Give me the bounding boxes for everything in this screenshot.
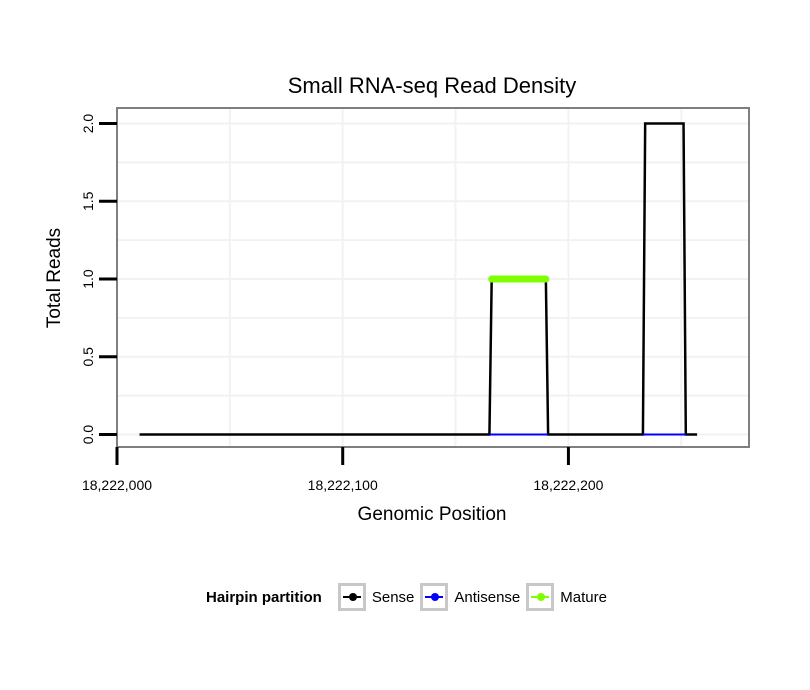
axes: 0.0 0.5 1.0 1.5 2.0 18,222,000 18,222,100 18,22… <box>80 114 604 493</box>
x-axis-label: Genomic Position <box>358 504 507 525</box>
chart-title: Small RNA-seq Read Density <box>288 73 577 98</box>
y-tick-label: 1.0 <box>80 269 96 289</box>
legend-label-sense: Sense <box>371 588 415 606</box>
plot-panel <box>116 107 750 448</box>
grid <box>117 108 749 447</box>
legend-key-sense <box>337 583 366 611</box>
series-sense-line <box>139 122 698 436</box>
legend: Hairpin partition Sense Antisense Mature <box>206 580 613 614</box>
legend-label-mature: Mature <box>560 588 607 606</box>
x-tick-label: 18,222,100 <box>308 477 378 493</box>
y-tick-label: 0.0 <box>80 425 96 445</box>
legend-title: Hairpin partition <box>206 588 322 606</box>
legend-label-antisense: Antisense <box>454 588 521 606</box>
legend-key-antisense <box>420 583 449 611</box>
legend-item-antisense: Antisense <box>420 583 520 611</box>
legend-item-sense: Sense <box>337 583 415 611</box>
y-tick-label: 2.0 <box>80 114 96 134</box>
series-layer <box>139 122 698 436</box>
legend-item-mature: Mature <box>526 583 607 611</box>
y-axis-label: Total Reads <box>44 228 65 328</box>
y-tick-label: 0.5 <box>80 347 96 367</box>
legend-key-mature <box>526 583 555 611</box>
y-tick-label: 1.5 <box>80 191 96 211</box>
x-tick-label: 18,222,000 <box>82 477 152 493</box>
x-tick-label: 18,222,200 <box>533 477 603 493</box>
